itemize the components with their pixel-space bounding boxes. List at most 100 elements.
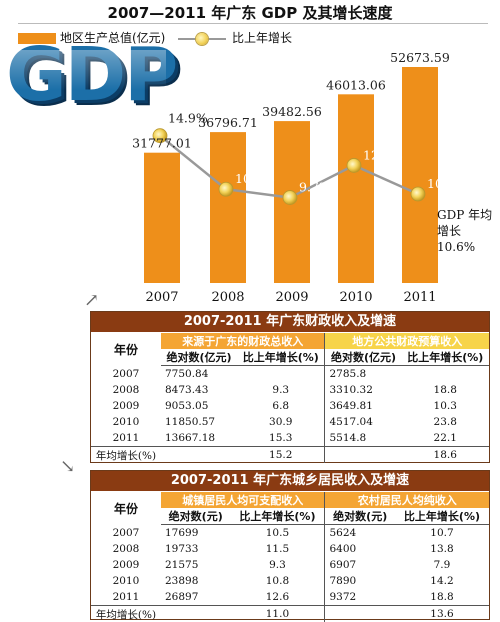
fiscal-table-row: 2009 9053.05 6.8 3649.81 10.3	[91, 398, 489, 414]
income-row-abs-2: 6907	[324, 557, 395, 573]
growth-point	[346, 158, 362, 173]
fiscal-table-row: 2007 7750.84 2785.8	[91, 365, 490, 383]
bar-value-label: 52673.59	[390, 50, 450, 65]
income-row-year: 2008	[112, 543, 140, 555]
income-table-panel: 2007-2011 年广东城乡居民收入及增速 年份 城镇居民人均可支配收入 农村…	[90, 470, 490, 622]
fiscal-year-header: 年份	[113, 342, 138, 357]
fiscal-row-growth-2: 18.8	[433, 384, 457, 396]
income-col-abs-2: 绝对数(元)	[324, 508, 395, 525]
fiscal-row-growth-1: 30.9	[269, 416, 293, 428]
income-row-year: 2009	[112, 559, 140, 571]
fiscal-row-abs-1: 8473.43	[165, 384, 209, 396]
income-row-growth-2: 10.7	[430, 527, 454, 539]
fiscal-row-growth-1: 6.8	[272, 400, 290, 412]
fiscal-table-title: 2007-2011 年广东财政收入及增速	[91, 312, 489, 332]
growth-label: 10.4%	[235, 171, 275, 186]
fiscal-row-growth-2: 22.1	[433, 432, 457, 444]
income-row-abs-1: 26897	[165, 591, 199, 603]
fiscal-row-abs-1: 11850.57	[165, 416, 216, 428]
curved-arrow-icon-2: ↘	[60, 456, 76, 477]
bar-value-label: 36796.71	[198, 115, 258, 130]
income-avg-2: 13.6	[394, 605, 489, 622]
legend-bar-swatch	[18, 33, 56, 44]
x-tick-label: 2009	[275, 290, 308, 305]
fiscal-row-abs-1: 7750.84	[165, 368, 209, 380]
growth-label: 14.9%	[168, 111, 208, 126]
income-row-abs-1: 17699	[165, 527, 199, 539]
gdp-logo: GDP	[6, 38, 178, 112]
income-row-growth-1: 10.8	[265, 575, 290, 587]
income-avg-label: 年均增长(%)	[91, 605, 161, 622]
fiscal-row-growth-1: 9.3	[272, 384, 290, 396]
fiscal-row-abs-2: 2785.8	[324, 365, 402, 382]
x-tick-label: 2010	[339, 290, 372, 305]
fiscal-row-abs-1: 9053.05	[165, 400, 209, 412]
income-col-growth-2: 比上年增长(%)	[394, 508, 489, 525]
fiscal-col-growth-2: 比上年增长(%)	[401, 349, 489, 366]
fiscal-avg-1: 15.2	[237, 446, 325, 463]
x-tick-label: 2008	[211, 290, 244, 305]
income-row-year: 2010	[112, 575, 140, 587]
income-row-growth-2: 13.8	[430, 543, 454, 555]
growth-point	[410, 186, 426, 202]
income-row-abs-1: 23898	[165, 575, 199, 587]
income-row-year: 2011	[112, 591, 140, 603]
fiscal-group2-header: 地方公共财政预算收入	[324, 333, 489, 349]
fiscal-avg-2: 18.6	[401, 446, 489, 463]
income-row-growth-2: 18.8	[430, 591, 454, 603]
legend-bar-label: 地区生产总值(亿元)	[60, 31, 166, 45]
fiscal-row-growth-1: 15.3	[269, 432, 293, 444]
fiscal-table-row: 2010 11850.57 30.9 4517.04 23.8	[91, 414, 489, 430]
bar-2008	[210, 132, 246, 283]
income-row-growth-1: 12.6	[265, 591, 290, 603]
income-table-row: 2008 19733 11.5 6400 13.8	[91, 541, 489, 557]
income-table-row: 2009 21575 9.3 6907 7.9	[91, 557, 489, 573]
x-tick-label: 2011	[403, 290, 436, 305]
fiscal-table-panel: 2007-2011 年广东财政收入及增速 年份 来源于广东的财政总收入 地方公共…	[90, 311, 490, 463]
bar-value-label: 39482.56	[262, 104, 322, 119]
bar-2010	[338, 94, 374, 283]
fiscal-row-growth-2: 10.3	[433, 400, 457, 412]
income-table-row: 2011 26897 12.6 9372 18.8	[91, 589, 489, 606]
income-row-abs-2: 9372	[324, 589, 395, 606]
income-row-growth-1: 11.5	[265, 543, 290, 555]
income-row-abs-2: 7890	[324, 573, 395, 589]
growth-label: 12.4%	[363, 147, 403, 162]
income-group1-header: 城镇居民人均可支配收入	[161, 492, 325, 508]
income-row-abs-2: 5624	[324, 524, 395, 541]
fiscal-row-abs-2: 3310.32	[324, 382, 402, 398]
fiscal-table-row: 2008 8473.43 9.3 3310.32 18.8	[91, 382, 489, 398]
fiscal-row-year: 2007	[112, 367, 140, 380]
fiscal-col-abs-2: 绝对数(亿元)	[324, 349, 402, 366]
fiscal-row-year: 2010	[112, 416, 140, 428]
curved-arrow-icon: ↗	[84, 290, 100, 311]
legend-line-label: 比上年增长	[232, 31, 293, 45]
income-row-abs-1: 19733	[165, 543, 199, 555]
fiscal-col-growth-1: 比上年增长(%)	[237, 349, 325, 366]
income-row-abs-2: 6400	[324, 541, 395, 557]
income-table-row: 2010 23898 10.8 7890 14.2	[91, 573, 489, 589]
fiscal-group1-header: 来源于广东的财政总收入	[161, 333, 325, 349]
growth-label: 9.7%	[299, 180, 331, 195]
fiscal-avg-label: 年均增长(%)	[91, 446, 161, 463]
income-table-row: 2007 17699 10.5 5624 10.7	[91, 524, 489, 541]
gdp-logo-sheen	[6, 50, 166, 90]
income-avg-1: 11.0	[230, 605, 325, 622]
title-divider	[18, 23, 488, 24]
gdp-average-line2: 增长 10.6%	[437, 224, 476, 254]
chart-title: 2007—2011 年广东 GDP 及其增长速度	[107, 4, 393, 22]
income-year-header: 年份	[113, 501, 138, 516]
legend-dot-icon	[196, 33, 208, 45]
income-group2-header: 农村居民人均纯收入	[324, 492, 489, 508]
income-row-year: 2007	[112, 526, 140, 539]
bar-2007	[144, 152, 180, 283]
growth-point	[218, 181, 234, 197]
fiscal-row-growth-2	[402, 366, 490, 383]
fiscal-col-abs-1: 绝对数(亿元)	[161, 349, 237, 366]
growth-point	[282, 190, 298, 205]
fiscal-row-abs-2: 3649.81	[324, 398, 402, 414]
fiscal-row-year: 2011	[112, 432, 140, 444]
income-row-growth-2: 7.9	[433, 559, 451, 571]
fiscal-row-year: 2009	[112, 400, 140, 412]
bar-2011	[402, 67, 438, 283]
